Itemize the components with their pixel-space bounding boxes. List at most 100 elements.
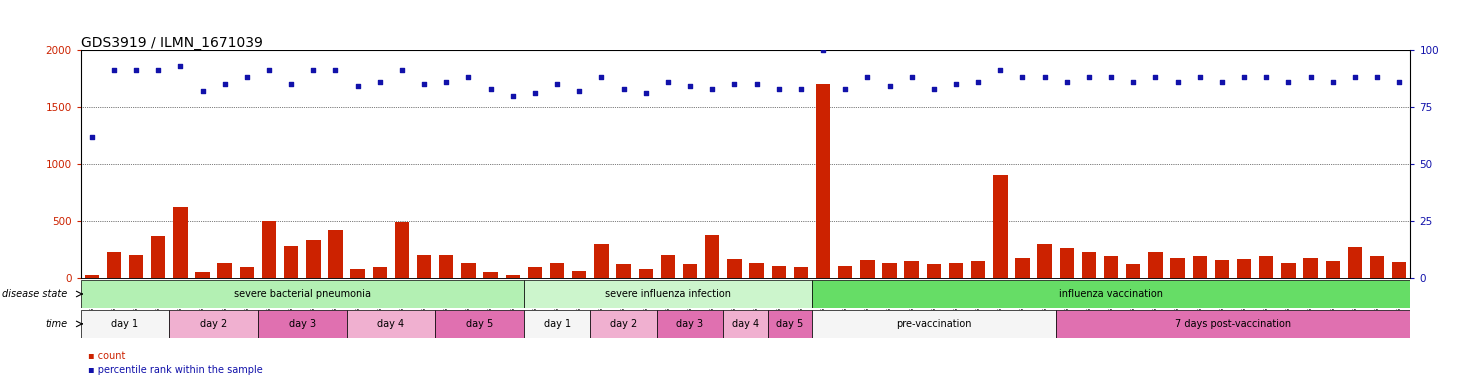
Point — [147, 67, 170, 73]
Point — [1078, 74, 1101, 80]
Point — [657, 79, 680, 85]
Point — [324, 67, 347, 73]
Point — [1100, 74, 1123, 80]
Point — [1233, 74, 1256, 80]
Bar — [169, 310, 258, 338]
Bar — [727, 259, 742, 278]
Text: pre-vaccination: pre-vaccination — [896, 319, 972, 329]
Point — [944, 81, 968, 87]
Bar — [262, 221, 276, 278]
Bar — [771, 265, 786, 278]
Bar — [815, 84, 830, 278]
Text: ▪ count: ▪ count — [88, 351, 125, 361]
Bar — [1056, 310, 1410, 338]
Bar — [905, 261, 919, 278]
Point — [679, 83, 702, 89]
Text: 7 days post-vaccination: 7 days post-vaccination — [1174, 319, 1292, 329]
Point — [213, 81, 236, 87]
Bar — [394, 222, 409, 278]
Point — [302, 67, 325, 73]
Point — [1034, 74, 1057, 80]
Point — [479, 86, 503, 92]
Point — [191, 88, 214, 94]
Point — [1143, 74, 1167, 80]
Point — [125, 67, 148, 73]
Bar — [1369, 257, 1384, 278]
Point — [1187, 74, 1211, 80]
Bar — [1082, 252, 1097, 278]
Text: influenza vaccination: influenza vaccination — [1058, 289, 1163, 299]
Text: disease state: disease state — [1, 289, 67, 299]
Bar — [705, 235, 720, 278]
Bar — [258, 310, 346, 338]
Bar — [812, 310, 1056, 338]
Point — [767, 86, 790, 92]
Point — [1010, 74, 1034, 80]
Text: day 2: day 2 — [199, 319, 227, 329]
Bar — [768, 310, 812, 338]
Point — [501, 93, 525, 99]
Point — [633, 90, 657, 96]
Bar — [591, 310, 657, 338]
Point — [545, 81, 569, 87]
Point — [1255, 74, 1278, 80]
Bar — [151, 236, 166, 278]
Point — [1387, 79, 1410, 85]
Point — [745, 81, 768, 87]
Bar — [1060, 248, 1075, 278]
Bar — [1347, 247, 1362, 278]
Bar — [1215, 260, 1229, 278]
Bar — [927, 265, 941, 278]
Bar — [594, 244, 608, 278]
Point — [1343, 74, 1366, 80]
Bar — [1148, 252, 1163, 278]
Text: ▪ percentile rank within the sample: ▪ percentile rank within the sample — [88, 365, 262, 375]
Bar — [350, 269, 365, 278]
Point — [811, 47, 834, 53]
Point — [723, 81, 746, 87]
Point — [1121, 79, 1145, 85]
Bar — [657, 310, 723, 338]
Text: day 4: day 4 — [732, 319, 759, 329]
Point — [169, 63, 192, 69]
Bar — [440, 255, 453, 278]
Point — [1211, 79, 1234, 85]
Text: day 1: day 1 — [544, 319, 570, 329]
Bar — [812, 280, 1410, 308]
Bar — [284, 246, 299, 278]
Bar — [462, 263, 475, 278]
Point — [611, 86, 635, 92]
Point — [1277, 79, 1300, 85]
Point — [235, 74, 258, 80]
Bar — [416, 255, 431, 278]
Text: day 3: day 3 — [676, 319, 704, 329]
Point — [346, 83, 369, 89]
Bar — [484, 272, 498, 278]
Point — [1365, 74, 1388, 80]
Text: day 5: day 5 — [776, 319, 803, 329]
Text: GDS3919 / ILMN_1671039: GDS3919 / ILMN_1671039 — [81, 36, 262, 50]
Point — [900, 74, 924, 80]
Point — [701, 86, 724, 92]
Point — [834, 86, 858, 92]
Bar — [550, 263, 564, 278]
Bar — [1192, 257, 1207, 278]
Text: day 4: day 4 — [377, 319, 405, 329]
Bar — [506, 275, 520, 278]
Bar — [1303, 258, 1318, 278]
Text: severe influenza infection: severe influenza infection — [605, 289, 732, 299]
Bar — [435, 310, 523, 338]
Text: day 2: day 2 — [610, 319, 638, 329]
Bar — [1393, 262, 1406, 278]
Point — [988, 67, 1012, 73]
Bar — [217, 263, 232, 278]
Bar — [1170, 258, 1185, 278]
Point — [412, 81, 435, 87]
Point — [966, 79, 990, 85]
Point — [1056, 79, 1079, 85]
Bar — [793, 266, 808, 278]
Bar — [523, 310, 591, 338]
Bar — [1281, 263, 1296, 278]
Point — [589, 74, 613, 80]
Bar — [839, 265, 852, 278]
